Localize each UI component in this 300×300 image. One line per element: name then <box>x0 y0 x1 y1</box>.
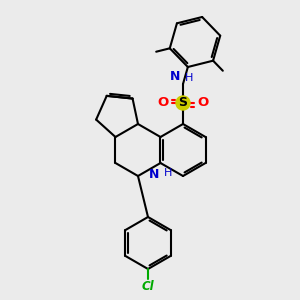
Circle shape <box>176 96 190 110</box>
Text: S: S <box>178 97 188 110</box>
Text: H: H <box>185 73 194 83</box>
Text: Cl: Cl <box>142 280 154 293</box>
Text: N: N <box>149 168 160 181</box>
Text: O: O <box>158 97 169 110</box>
Text: H: H <box>164 168 172 178</box>
Text: N: N <box>169 70 180 83</box>
Text: O: O <box>197 97 208 110</box>
